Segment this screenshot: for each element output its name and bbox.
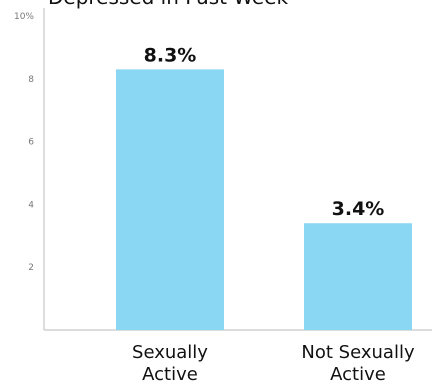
x-tick-label: Active [330,364,386,382]
bar [304,223,412,330]
bars [116,69,412,330]
x-tick-label: Active [142,364,198,382]
x-tick-label: Sexually [132,342,208,363]
chart-title: Depressed in Past Week [48,0,289,9]
value-labels: 8.3% 3.4% [144,44,385,220]
y-tick-label: 6 [28,138,34,148]
y-tick-label: 10% [14,12,34,22]
y-tick-label: 2 [28,263,34,273]
y-axis: 2 4 6 8 10% [14,8,45,330]
x-tick-label: Not Sexually [301,342,415,363]
bar [116,69,224,330]
y-tick-label: 4 [28,200,34,210]
data-label: 8.3% [144,44,197,66]
data-label: 3.4% [332,198,385,220]
y-tick-label: 8 [28,75,34,85]
